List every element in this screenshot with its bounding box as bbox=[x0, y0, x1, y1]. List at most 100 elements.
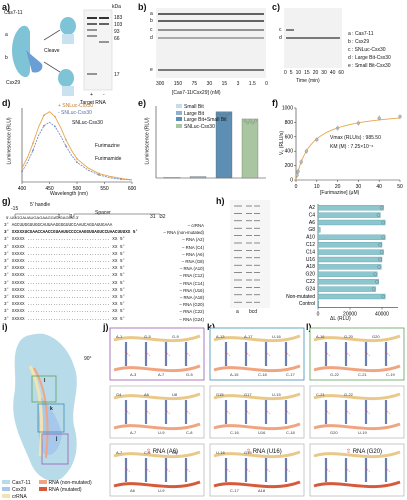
b-band-c: c bbox=[150, 27, 153, 33]
residue-label: G20 bbox=[330, 430, 338, 435]
g-seq-row: 3' XXXXX ...............................… bbox=[4, 258, 204, 265]
rna-backbone bbox=[213, 480, 301, 489]
c-legend: a : Cas7-11 b : Csx29 c : SNLuc-Csx30 d … bbox=[348, 30, 391, 70]
panel-a-schematic bbox=[12, 9, 113, 96]
h-bar bbox=[317, 301, 319, 307]
crrna-backbone bbox=[213, 392, 301, 401]
f-point bbox=[356, 121, 361, 125]
crrna-backbone bbox=[313, 334, 401, 343]
h-bond bbox=[145, 409, 151, 415]
residue-label: C-18 bbox=[286, 430, 295, 435]
residue-label: G15 bbox=[244, 450, 252, 455]
b-xlabel: [Cas7-11/Csx29] (nM) bbox=[172, 90, 221, 96]
d-point bbox=[120, 178, 122, 181]
h-bond bbox=[185, 467, 191, 473]
crrna-backbone bbox=[213, 450, 301, 459]
c-tick: 60 bbox=[338, 70, 344, 76]
residue-label: U16 bbox=[258, 430, 266, 435]
g-seq: 3' XXXXX ...............................… bbox=[4, 287, 126, 293]
residue-label: A6 bbox=[144, 392, 150, 397]
rna-backbone bbox=[313, 422, 401, 431]
e-legend-item: Small Bit bbox=[176, 104, 227, 111]
residue-label: U-16 bbox=[272, 334, 281, 339]
h-bar bbox=[317, 293, 386, 300]
i-box-j: j bbox=[56, 436, 58, 442]
b-tick: 15 bbox=[221, 81, 228, 87]
j-caption: ⇧ RNA (A6) bbox=[146, 449, 179, 455]
d-xlabel: Wavelength (nm) bbox=[50, 191, 88, 197]
target-rna-label: Target RNA bbox=[80, 100, 106, 106]
b-tick: 30 bbox=[206, 81, 213, 87]
h-category-label: A18 bbox=[306, 264, 315, 270]
c-legend-item: e : Small Bit-Csx30 bbox=[348, 63, 391, 69]
panel-e-letter: e) bbox=[138, 98, 147, 108]
b-mark: b bbox=[5, 55, 8, 61]
h-bond bbox=[365, 409, 371, 415]
residue-label: C-18 bbox=[258, 372, 267, 377]
h-bar bbox=[317, 227, 321, 233]
panel-b-letter: b) bbox=[138, 2, 147, 12]
h-replicate-dot bbox=[377, 265, 381, 269]
d-anno-furimamide: Furimamide bbox=[95, 156, 122, 162]
i-legend-item: RNA (non-mutated) bbox=[38, 480, 92, 486]
h-bond bbox=[245, 409, 251, 415]
e-replicate-dot bbox=[220, 114, 223, 118]
panel-i-letter: i) bbox=[2, 322, 8, 332]
panel-g-letter: g) bbox=[2, 196, 11, 206]
g-mark-mid: -1 bbox=[56, 214, 61, 220]
panel-e-chart bbox=[155, 106, 266, 179]
i-box-l: l bbox=[44, 378, 46, 384]
d-xtick-label: 400 bbox=[18, 186, 27, 192]
f-point bbox=[296, 169, 300, 174]
d-point bbox=[43, 124, 45, 127]
h-gel-lane-a: a bbox=[236, 309, 239, 315]
d-anno-snluc: SNLuc-Csx30 bbox=[72, 120, 103, 126]
a-mark: a bbox=[5, 32, 8, 38]
f-xtick-label: 0 bbox=[295, 184, 298, 190]
h-xlabel: ΔL (RLU) bbox=[330, 316, 351, 322]
e-replicate-dot bbox=[222, 112, 226, 116]
h-bond bbox=[345, 409, 351, 415]
residue-label: C-8 bbox=[186, 430, 193, 435]
d-point bbox=[21, 167, 23, 169]
d-point bbox=[65, 145, 67, 148]
i-legend-item: crRNA bbox=[2, 494, 31, 500]
h-bond bbox=[165, 351, 171, 357]
crrna-backbone bbox=[313, 392, 401, 401]
panel-k-letter: k) bbox=[207, 322, 216, 332]
g-seq: 3' AGCUUGGUUGGCAUUAAGGGGUUCCAAUCAGGAUUGA… bbox=[4, 223, 113, 228]
g-seq-label: – RNA (C22) bbox=[179, 309, 204, 315]
g-seq-label: – RNA (C12) bbox=[179, 273, 204, 279]
h-category-label: Control bbox=[299, 301, 315, 307]
h-bond bbox=[345, 467, 351, 473]
g-seq-label: – RNA (A10) bbox=[179, 266, 204, 272]
h-bond bbox=[345, 351, 351, 357]
residue-label: A-18 bbox=[316, 334, 325, 339]
residue-label: C-21 bbox=[316, 392, 325, 397]
f-point bbox=[315, 138, 319, 142]
c-tick: 5 bbox=[289, 70, 293, 76]
d-xtick-label: 550 bbox=[100, 186, 109, 192]
rna-backbone bbox=[113, 422, 201, 431]
panel-j-letter: j) bbox=[103, 322, 109, 332]
f-point bbox=[335, 126, 340, 130]
h-bar bbox=[317, 286, 376, 292]
residue-label: U8 bbox=[172, 450, 178, 455]
h-replicate-dot bbox=[373, 272, 377, 277]
residue-label: G-9 bbox=[172, 334, 179, 339]
c-tick: 40 bbox=[329, 70, 336, 76]
residue-label: U-15 bbox=[272, 392, 281, 397]
f-ytick-label: 200 bbox=[285, 163, 294, 169]
h-bond bbox=[165, 467, 171, 473]
residue-label: G-5 bbox=[144, 334, 151, 339]
g-seq-row: 3' XXXXX ...............................… bbox=[4, 316, 204, 323]
residue-label: A-17 bbox=[244, 334, 253, 339]
h-replicate-dot bbox=[371, 287, 376, 291]
c-tick: 15 bbox=[304, 70, 310, 76]
residue-label: G17 bbox=[244, 392, 252, 397]
residue-label: C-16 bbox=[230, 430, 239, 435]
e-replicate-dot bbox=[254, 119, 257, 123]
f-point bbox=[377, 116, 381, 120]
e-legend-item: Large Bit bbox=[176, 110, 227, 118]
d-point bbox=[54, 125, 56, 128]
